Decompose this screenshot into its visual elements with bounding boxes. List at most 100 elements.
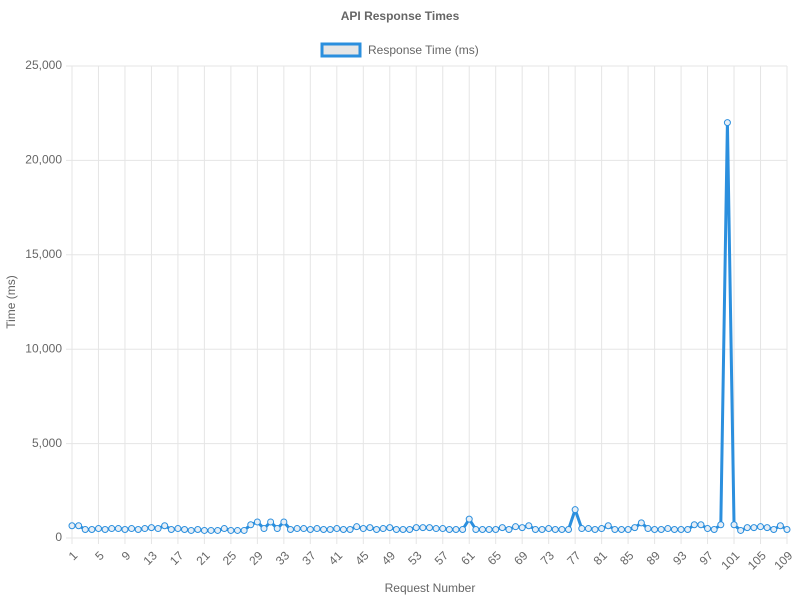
point xyxy=(114,525,122,533)
point xyxy=(412,524,420,532)
point xyxy=(286,526,294,534)
point xyxy=(253,518,261,526)
point xyxy=(763,524,771,532)
point xyxy=(631,524,639,532)
point xyxy=(214,526,222,534)
point xyxy=(68,522,76,530)
point xyxy=(498,524,506,532)
point xyxy=(220,525,228,533)
x-tick-label: 29 xyxy=(246,548,266,568)
x-tick-label: 21 xyxy=(193,548,213,568)
point xyxy=(558,526,566,534)
point xyxy=(505,526,513,534)
point xyxy=(399,526,407,534)
point xyxy=(187,526,195,534)
point xyxy=(181,526,189,534)
point xyxy=(737,526,745,534)
point xyxy=(346,526,354,534)
point xyxy=(690,521,698,529)
point xyxy=(88,526,96,534)
point xyxy=(518,524,526,532)
line xyxy=(72,121,788,532)
point xyxy=(273,525,281,533)
point xyxy=(704,525,712,533)
point xyxy=(637,519,645,527)
x-tick-label: 61 xyxy=(458,548,478,568)
point xyxy=(280,518,288,526)
point xyxy=(757,523,765,531)
point xyxy=(611,526,619,534)
point xyxy=(478,526,486,534)
point xyxy=(293,525,301,533)
x-tick-label: 73 xyxy=(538,548,558,568)
y-tick-label: 15,000 xyxy=(25,247,62,261)
point xyxy=(459,526,467,534)
point xyxy=(147,524,155,532)
point xyxy=(624,526,632,534)
point xyxy=(366,524,374,532)
point xyxy=(465,515,473,523)
x-tick-label: 109 xyxy=(771,548,795,572)
point xyxy=(776,522,784,530)
point xyxy=(710,526,718,534)
point xyxy=(373,526,381,534)
point xyxy=(426,524,433,532)
x-tick-label: 45 xyxy=(352,548,372,568)
point xyxy=(234,526,242,534)
x-tick-label: 25 xyxy=(220,548,240,568)
point xyxy=(657,526,665,534)
point xyxy=(94,525,102,533)
x-tick-label: 81 xyxy=(591,548,611,568)
point xyxy=(81,526,89,534)
x-tick-label: 13 xyxy=(140,548,160,568)
point xyxy=(121,526,129,534)
point xyxy=(452,526,460,534)
point xyxy=(386,524,394,532)
point xyxy=(538,526,546,534)
x-axis-label: Request Number xyxy=(385,581,476,595)
point xyxy=(770,526,778,534)
point xyxy=(406,526,414,534)
point xyxy=(313,525,321,533)
point xyxy=(247,521,255,529)
point xyxy=(207,526,215,534)
y-tick-label: 25,000 xyxy=(25,58,62,72)
x-tick-label: 17 xyxy=(167,548,187,568)
point xyxy=(578,525,586,533)
point xyxy=(651,526,659,534)
x-tick-label: 65 xyxy=(485,548,505,568)
point xyxy=(167,526,175,534)
x-tick-label: 93 xyxy=(670,548,690,568)
point xyxy=(101,526,109,534)
point xyxy=(565,526,573,534)
legend-label: Response Time (ms) xyxy=(368,43,479,57)
point xyxy=(677,526,685,534)
point xyxy=(644,525,652,533)
point xyxy=(512,523,520,531)
point xyxy=(267,518,275,526)
x-tick-label: 1 xyxy=(66,548,81,563)
x-tick-label: 57 xyxy=(432,548,452,568)
legend-swatch xyxy=(320,42,362,58)
point xyxy=(723,119,731,127)
point xyxy=(306,526,314,534)
point xyxy=(604,522,612,530)
x-tick-label: 89 xyxy=(644,548,664,568)
point xyxy=(591,526,599,534)
point xyxy=(551,526,559,534)
point xyxy=(353,523,361,531)
point xyxy=(783,526,791,534)
point xyxy=(598,525,606,533)
y-tick-label: 10,000 xyxy=(25,341,62,355)
point xyxy=(379,525,387,533)
point xyxy=(260,525,268,533)
y-tick-label: 20,000 xyxy=(25,153,62,167)
point xyxy=(750,524,758,532)
point xyxy=(134,526,142,534)
point xyxy=(670,526,678,534)
point xyxy=(392,526,400,534)
point xyxy=(492,526,500,534)
point xyxy=(485,526,493,534)
point xyxy=(240,526,248,534)
